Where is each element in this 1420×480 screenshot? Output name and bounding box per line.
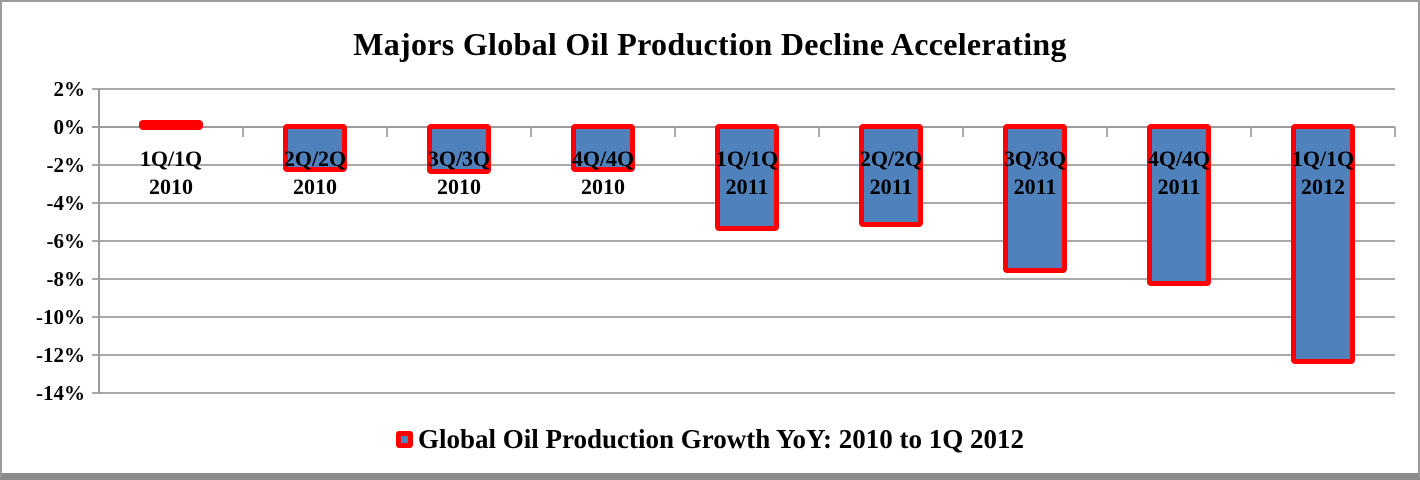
y-axis-tick-label: 0% bbox=[53, 115, 86, 139]
bar-category-label: 3Q/3Q 2011 bbox=[963, 145, 1107, 201]
bar-category-label: 4Q/4Q 2010 bbox=[531, 145, 675, 201]
category-year: 2011 bbox=[1013, 174, 1057, 199]
y-axis-tick-label: -8% bbox=[46, 267, 86, 291]
legend: Global Oil Production Growth YoY: 2010 t… bbox=[2, 423, 1418, 455]
gridline bbox=[92, 88, 1395, 90]
y-axis-tick-label: -6% bbox=[46, 229, 86, 253]
bar bbox=[1003, 124, 1067, 273]
y-axis-tick-label: 2% bbox=[53, 77, 86, 101]
legend-label: Global Oil Production Growth YoY: 2010 t… bbox=[417, 423, 1025, 454]
legend-series-marker-icon bbox=[395, 430, 413, 448]
category-period: 4Q/4Q bbox=[571, 146, 635, 171]
category-year: 2010 bbox=[581, 174, 625, 199]
bar bbox=[571, 124, 635, 172]
category-period: 1Q/1Q bbox=[715, 146, 779, 171]
x-axis-tick bbox=[818, 127, 820, 137]
y-axis-tick-label: -14% bbox=[36, 381, 85, 405]
x-axis-tick bbox=[1394, 127, 1396, 137]
gridline bbox=[92, 240, 1395, 242]
category-year: 2010 bbox=[293, 174, 337, 199]
bar-category-label: 1Q/1Q 2012 bbox=[1251, 145, 1395, 201]
category-year: 2011 bbox=[725, 174, 769, 199]
x-axis-tick bbox=[530, 127, 532, 137]
bar-category-label: 4Q/4Q 2011 bbox=[1107, 145, 1251, 201]
category-period: 1Q/1Q bbox=[1291, 146, 1355, 171]
x-axis-tick bbox=[242, 127, 244, 137]
gridline bbox=[92, 278, 1395, 280]
x-axis-tick bbox=[1106, 127, 1108, 137]
bar bbox=[859, 124, 923, 227]
category-period: 4Q/4Q bbox=[1147, 146, 1211, 171]
bar-category-label: 1Q/1Q 2011 bbox=[675, 145, 819, 201]
gridline bbox=[92, 354, 1395, 356]
bar-category-label: 3Q/3Q 2010 bbox=[387, 145, 531, 201]
gridline bbox=[92, 392, 1395, 394]
category-period: 1Q/1Q bbox=[139, 146, 203, 171]
bar-category-label: 2Q/2Q 2011 bbox=[819, 145, 963, 201]
bar bbox=[1291, 124, 1355, 364]
bar bbox=[427, 124, 491, 174]
category-year: 2010 bbox=[149, 174, 193, 199]
category-period: 3Q/3Q bbox=[1003, 146, 1067, 171]
category-period: 3Q/3Q bbox=[427, 146, 491, 171]
y-axis-tick-label: -2% bbox=[46, 153, 86, 177]
bar-category-label: 1Q/1Q 2010 bbox=[99, 145, 243, 201]
bar bbox=[1147, 124, 1211, 286]
plot-area: 2% 0% -2% -4% -6% -8% -10% -12% -14% 1Q/1Q 2010 2Q/… bbox=[36, 77, 1396, 405]
y-axis-tick-label: -4% bbox=[46, 191, 86, 215]
category-period: 2Q/2Q bbox=[283, 146, 347, 171]
bar-category-label: 2Q/2Q 2010 bbox=[243, 145, 387, 201]
x-axis-tick bbox=[386, 127, 388, 137]
category-year: 2010 bbox=[437, 174, 481, 199]
chart-title: Majors Global Oil Production Decline Acc… bbox=[353, 26, 1067, 62]
y-axis-tick-label: -10% bbox=[36, 305, 85, 329]
category-year: 2012 bbox=[1301, 174, 1345, 199]
x-axis-tick bbox=[674, 127, 676, 137]
bar bbox=[715, 124, 779, 231]
y-axis-line bbox=[98, 89, 100, 393]
category-year: 2011 bbox=[869, 174, 913, 199]
gridline bbox=[92, 316, 1395, 318]
category-year: 2011 bbox=[1157, 174, 1201, 199]
y-axis-tick-label: -12% bbox=[36, 343, 85, 367]
x-axis-tick bbox=[1250, 127, 1252, 137]
bar bbox=[139, 120, 203, 131]
x-axis-tick bbox=[962, 127, 964, 137]
bar bbox=[283, 124, 347, 172]
category-period: 2Q/2Q bbox=[859, 146, 923, 171]
